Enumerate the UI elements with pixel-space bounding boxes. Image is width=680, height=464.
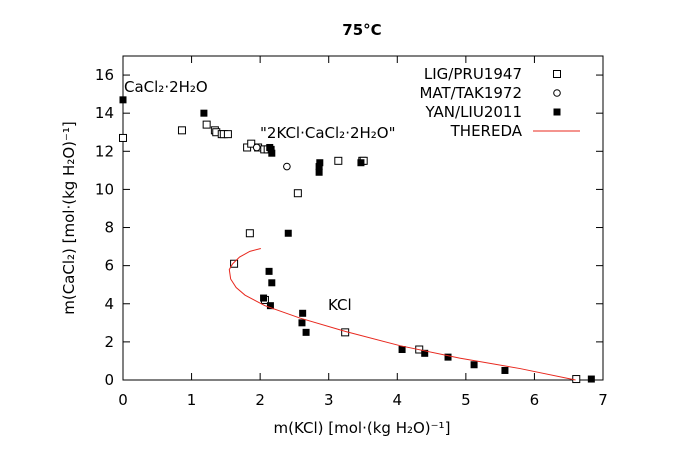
data-point-lig-pru1947: [230, 259, 239, 268]
data-point-yan-liu2011: [119, 96, 127, 104]
data-point-yan-liu2011: [315, 163, 323, 171]
series-line-thereda: [228, 248, 576, 381]
data-point-yan-liu2011: [266, 302, 274, 310]
data-point-yan-liu2011: [357, 159, 365, 167]
data-point-yan-liu2011: [268, 279, 276, 287]
plot-frame: [122, 55, 604, 381]
x-axis-label: m(KCl) [mol·(kg H₂O)⁻¹]: [274, 419, 451, 437]
x-tick-label: 7: [598, 391, 608, 409]
data-point-yan-liu2011: [470, 361, 478, 369]
legend-label: LIG/PRU1947: [424, 65, 522, 83]
y-tick-label: 12: [95, 142, 114, 160]
data-point-lig-pru1947: [245, 229, 254, 238]
y-tick-label: 16: [95, 66, 114, 84]
y-tick-label: 2: [104, 333, 114, 351]
data-point-lig-pru1947: [202, 120, 211, 129]
data-point-yan-liu2011: [267, 145, 275, 153]
data-point-mat-tak1972: [283, 162, 291, 171]
x-tick-label: 4: [393, 391, 403, 409]
data-point-lig-pru1947: [572, 375, 581, 384]
x-tick-label: 0: [118, 391, 128, 409]
data-point-yan-liu2011: [200, 109, 208, 117]
x-tick-label: 6: [530, 391, 540, 409]
data-point-lig-pru1947: [119, 133, 127, 142]
legend-label: MAT/TAK1972: [419, 84, 522, 102]
y-tick-label: 8: [104, 219, 114, 237]
data-point-yan-liu2011: [302, 328, 310, 336]
data-point-yan-liu2011: [265, 267, 273, 275]
y-tick-label: 0: [104, 371, 114, 389]
data-point-yan-liu2011: [587, 375, 595, 383]
data-point-yan-liu2011: [299, 309, 307, 317]
annotation-kcl: KCl: [328, 296, 352, 314]
data-point-yan-liu2011: [298, 319, 306, 327]
data-point-yan-liu2011: [260, 294, 268, 302]
data-point-yan-liu2011: [316, 159, 324, 167]
x-tick-label: 3: [324, 391, 334, 409]
data-point-yan-liu2011: [421, 349, 429, 357]
legend-marker-icon: [553, 89, 561, 97]
y-tick-label: 10: [95, 180, 114, 198]
legend-label: THEREDA: [450, 122, 523, 140]
data-point-lig-pru1947: [223, 130, 232, 139]
y-tick-label: 4: [104, 295, 114, 313]
y-tick-label: 14: [95, 104, 114, 122]
data-point-lig-pru1947: [177, 126, 186, 135]
y-tick-label: 6: [104, 257, 114, 275]
data-point-yan-liu2011: [268, 149, 276, 157]
annotation-2kcl-cacl2-2h2o: "2KCl·CaCl₂·2H₂O": [260, 124, 396, 142]
data-point-lig-pru1947: [334, 156, 343, 165]
x-tick-label: 1: [187, 391, 197, 409]
x-tick-label: 2: [255, 391, 265, 409]
annotation-cacl2-2h2o: CaCl₂·2H₂O: [124, 78, 208, 96]
legend-marker-icon: [553, 70, 561, 78]
data-point-lig-pru1947: [293, 189, 302, 198]
chart-title: 75°C: [342, 21, 381, 39]
x-tick-label: 5: [461, 391, 471, 409]
y-axis-label: m(CaCl₂) [mol·(kg H₂O)⁻¹]: [60, 121, 78, 315]
data-point-yan-liu2011: [398, 346, 406, 354]
legend-label: YAN/LIU2011: [425, 103, 522, 121]
data-point-yan-liu2011: [444, 353, 452, 361]
legend-marker-icon: [553, 108, 561, 116]
data-point-yan-liu2011: [315, 168, 323, 176]
data-point-yan-liu2011: [501, 366, 509, 374]
data-point-yan-liu2011: [284, 229, 292, 237]
data-point-mat-tak1972: [252, 143, 261, 152]
